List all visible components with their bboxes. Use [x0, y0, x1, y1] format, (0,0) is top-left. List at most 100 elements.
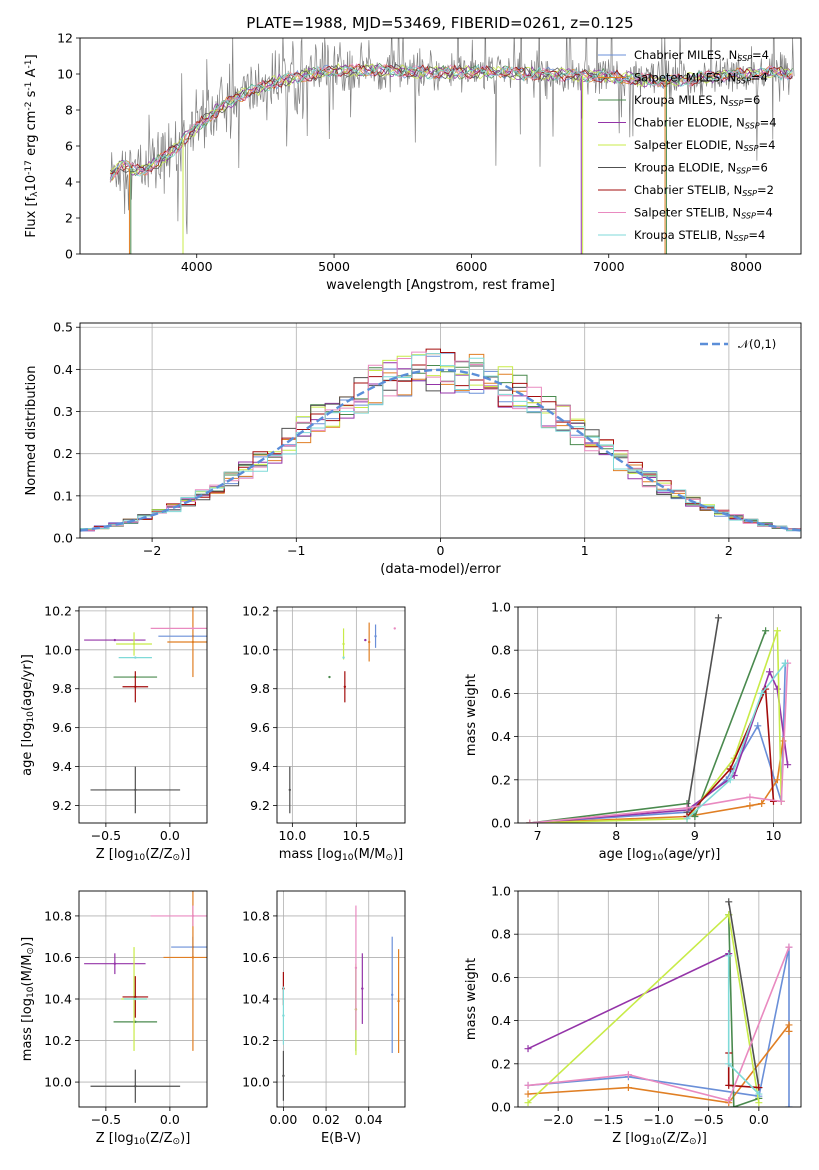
model-spectrum-3: [109, 63, 793, 181]
weight-marker: [524, 1045, 532, 1053]
y-tick-label: 0.2: [53, 446, 73, 461]
weight-marker: [755, 1090, 763, 1098]
x-tick-label: 0.0: [160, 1112, 180, 1127]
x-tick-label: −0.5: [91, 1112, 121, 1127]
weight-marker: [725, 952, 733, 960]
y-tick-label: 0: [65, 247, 73, 262]
data-point: [391, 993, 394, 997]
weight-marker: [526, 819, 534, 823]
y-axis-label: Flux [fλ10-17 erg cm-2 s-1 A-1]: [24, 54, 40, 237]
data-point: [134, 685, 137, 688]
x-tick-label: −2: [143, 543, 161, 558]
weight-marker: [624, 1084, 632, 1092]
legend-label: Kroupa MILES, NSSP=6: [634, 93, 760, 108]
y-tick-label: 0.5: [53, 320, 73, 335]
weight-marker: [784, 761, 792, 769]
y-tick-label: 6: [65, 139, 73, 154]
legend-label: Kroupa STELIB, NSSP=4: [634, 228, 765, 243]
y-tick-label: 9.8: [52, 681, 72, 696]
data-point: [282, 1074, 285, 1078]
y-tick-label: 0.8: [491, 643, 511, 658]
y-tick-label: 0.0: [491, 816, 511, 831]
weight-marker: [725, 1081, 733, 1089]
x-axis-label: Z [log10(Z/Z⊙)]: [96, 847, 191, 863]
weight-marker: [725, 1097, 733, 1105]
weight-marker: [754, 722, 762, 730]
weight-marker: [524, 1090, 532, 1098]
y-tick-label: 0.4: [53, 362, 73, 377]
weight-marker: [785, 1103, 793, 1107]
y-tick-label: 4: [65, 175, 73, 190]
data-point: [364, 638, 367, 642]
x-tick-label: 0.04: [355, 1112, 383, 1127]
legend-label: Chabrier STELIB, NSSP=2: [634, 183, 774, 198]
weight-marker: [758, 689, 766, 697]
y-tick-label: 10.2: [44, 1033, 72, 1048]
data-point: [374, 634, 377, 638]
data-point: [191, 640, 195, 644]
axes-frame: [78, 606, 208, 824]
y-axis-label: mass weight: [464, 674, 479, 756]
y-tick-label: 10.8: [44, 908, 72, 923]
y-tick-label: 10.4: [242, 992, 270, 1007]
y-tick-label: 0.6: [491, 686, 511, 701]
y-tick-label: 10.2: [242, 1033, 270, 1048]
y-tick-label: 0.2: [491, 772, 511, 787]
y-axis-label: mass weight: [464, 958, 479, 1040]
legend-label: Kroupa ELODIE, NSSP=6: [634, 161, 768, 176]
y-tick-label: 0.6: [491, 970, 511, 985]
y-tick-label: 10.0: [242, 1075, 270, 1090]
plot-area: [84, 891, 207, 1103]
weight-line-7: [527, 946, 790, 1102]
histogram-steps-2: [80, 362, 801, 533]
x-axis-label: wavelength [Angstrom, rest frame]: [326, 278, 555, 293]
x-axis-label: (data-model)/error: [380, 562, 501, 577]
y-tick-label: 10.2: [242, 603, 270, 618]
legend-label: Chabrier ELODIE, NSSP=4: [634, 116, 777, 131]
x-tick-label: −2.0: [543, 1112, 573, 1127]
y-tick-label: 9.6: [250, 720, 270, 735]
y-tick-label: 1.0: [491, 884, 511, 899]
normal-reference-curve: [80, 368, 801, 532]
x-tick-label: 0.02: [312, 1112, 340, 1127]
x-axis-label: age [log10(age/yr)]: [599, 847, 721, 863]
legend-label: Salpeter ELODIE, NSSP=4: [634, 138, 775, 153]
y-tick-label: 0.0: [53, 531, 73, 546]
data-point: [134, 788, 137, 792]
x-tick-label: 0.0: [160, 828, 180, 843]
x-tick-label: 10.0: [278, 828, 306, 843]
data-point: [191, 914, 195, 918]
weight-marker: [726, 776, 734, 784]
x-tick-label: 6000: [455, 259, 487, 274]
plot-area: [288, 622, 396, 814]
x-tick-label: 2: [725, 543, 733, 558]
weight-marker: [762, 627, 770, 635]
y-tick-label: 10.0: [44, 1075, 72, 1090]
x-tick-label: 10: [766, 828, 782, 843]
plot-area: [526, 614, 792, 823]
weight-marker: [773, 685, 781, 693]
x-tick-label: 1: [581, 543, 589, 558]
x-axis-label: mass [log10(M/M⊙)]: [279, 847, 403, 863]
x-axis-label: Z [log10(Z/Z⊙)]: [96, 1131, 191, 1147]
data-point: [288, 788, 291, 792]
y-tick-label: 1.0: [491, 600, 511, 615]
weight-line-5: [686, 617, 720, 813]
x-axis-label: Z [log10(Z/Z⊙)]: [612, 1131, 707, 1147]
y-tick-label: 10.8: [242, 908, 270, 923]
y-axis-label: mass [log10(M/M⊙)]: [20, 937, 36, 1061]
data-point: [191, 956, 195, 959]
x-tick-label: 0.0: [749, 1112, 769, 1127]
y-tick-label: 10.6: [44, 950, 72, 965]
y-tick-label: 9.6: [52, 720, 72, 735]
weight-line-6: [686, 688, 775, 818]
axes-frame: [79, 322, 802, 539]
y-tick-label: 10.0: [242, 642, 270, 657]
y-tick-label: 0.4: [491, 729, 511, 744]
weight-marker: [746, 802, 754, 810]
x-tick-label: 9: [691, 828, 699, 843]
model-spectrum-7: [109, 63, 793, 183]
figure-title: PLATE=1988, MJD=53469, FIBERID=0261, z=0…: [246, 14, 633, 32]
legend-label: Salpeter MILES, NSSP=4: [634, 71, 768, 86]
weight-marker: [777, 797, 785, 805]
